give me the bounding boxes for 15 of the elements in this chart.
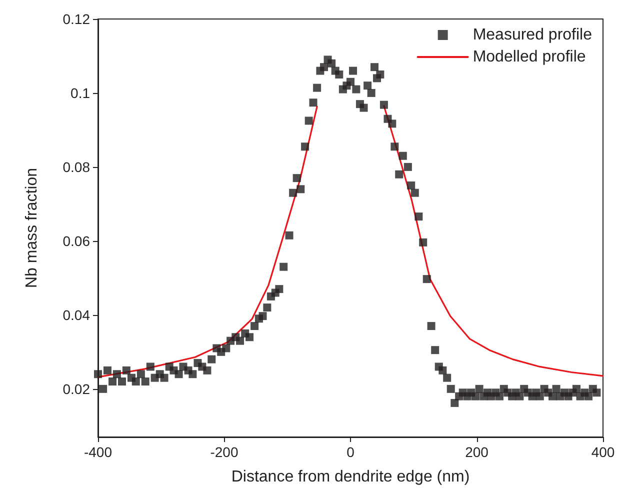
y-tick-label: 0.1 xyxy=(70,84,90,101)
x-tick-label: 200 xyxy=(465,444,489,460)
y-tick-label: 0.08 xyxy=(62,158,90,175)
x-tick-label: 0 xyxy=(346,444,355,460)
y-tick-label: 0.02 xyxy=(62,380,90,397)
y-tick-label: 0.12 xyxy=(62,11,90,27)
x-axis-title: Distance from dendrite edge (nm) xyxy=(231,468,470,486)
y-tick-label: 0.06 xyxy=(62,232,90,249)
legend-label: Measured profile xyxy=(472,26,592,44)
legend-label: Modelled profile xyxy=(472,48,586,66)
x-tick-label: 400 xyxy=(591,444,615,460)
x-tick-label: -400 xyxy=(84,444,112,460)
y-tick-label: 0.04 xyxy=(62,306,90,323)
x-tick-label: -200 xyxy=(210,444,238,460)
y-axis-title: Nb mass fraction xyxy=(24,168,40,288)
